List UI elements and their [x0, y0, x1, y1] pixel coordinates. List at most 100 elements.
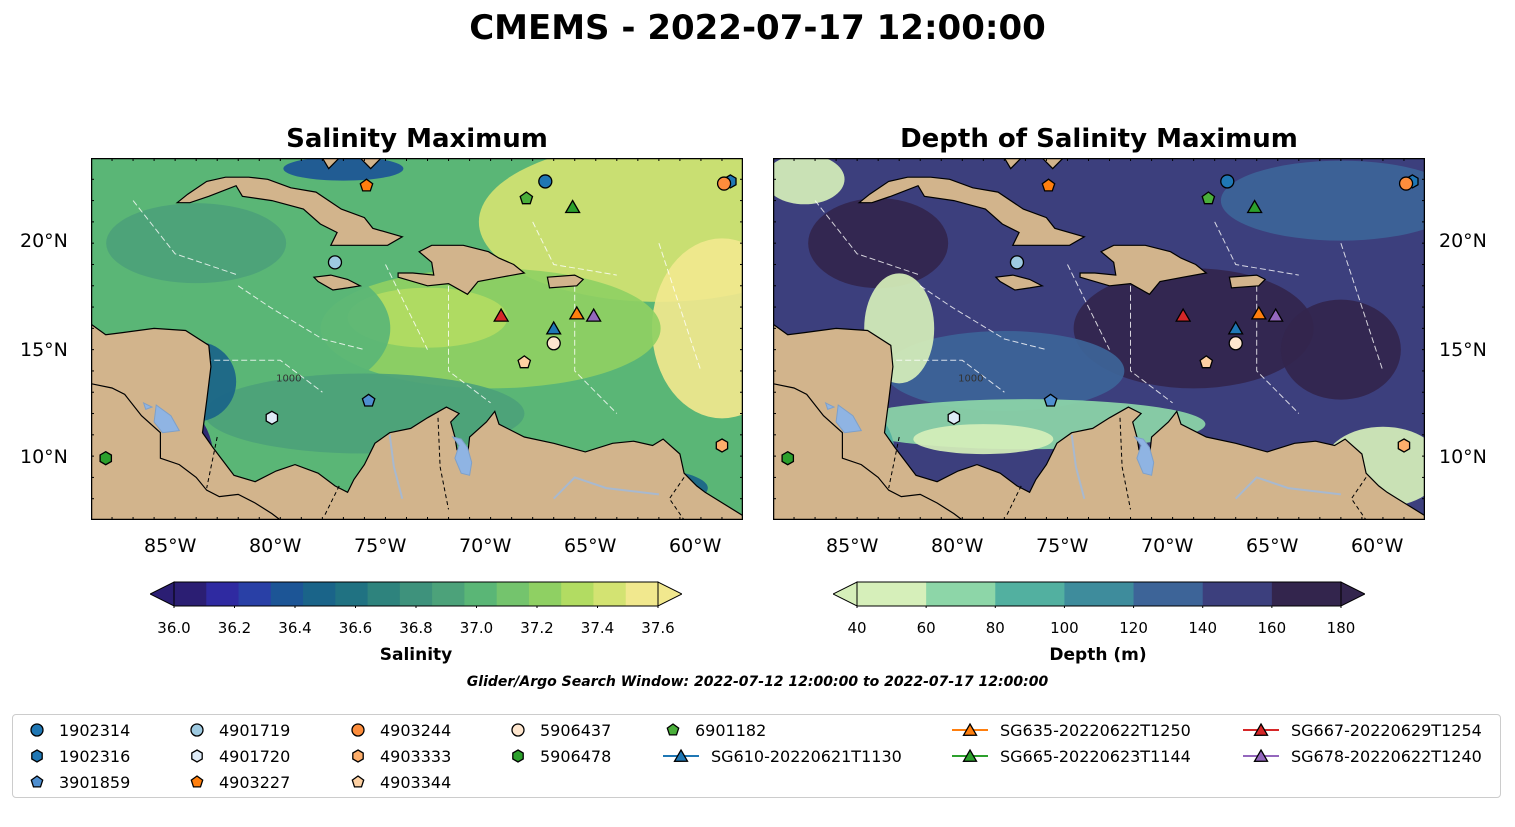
marker-4901719: [1009, 255, 1025, 270]
colorbar-bin: [206, 582, 240, 606]
colorbar-tick-label: 37.4: [580, 619, 615, 637]
legend-label: SG635-20220622T1250: [1000, 720, 1191, 740]
colorbar-tick-label: 37.0: [459, 619, 494, 637]
colorbar-bin: [1064, 582, 1135, 606]
colorbar-bin: [270, 582, 304, 606]
marker-5906437: [511, 723, 525, 737]
colorbar-tick-label: 140: [1188, 619, 1218, 637]
marker-3901859: [361, 393, 376, 407]
legend-item: 3901859: [25, 771, 130, 793]
figure-title: CMEMS - 2022-07-17 12:00:00: [469, 8, 1046, 48]
triangle-line-icon: [1243, 748, 1279, 762]
hexagon-icon: [191, 749, 203, 763]
lon-tick-label: 80°W: [931, 535, 984, 557]
marker-4901719: [327, 255, 343, 270]
legend-label: 5906437: [540, 720, 612, 740]
marker-4903344: [1199, 355, 1214, 369]
marker-6901182: [519, 191, 534, 205]
marker-1902314: [30, 723, 44, 737]
marker-4903227: [190, 775, 204, 788]
legend-item: SG635-20220622T1250: [950, 719, 1191, 741]
colorbar-bin: [238, 582, 272, 606]
marker-SG635-20220622T1250: [568, 305, 585, 320]
legend-item: 5906478: [506, 745, 611, 767]
land-bahamas: [321, 158, 383, 170]
marker-4903244: [716, 176, 732, 191]
marker-1902316: [31, 749, 43, 763]
legend-label: 4903244: [380, 720, 452, 740]
hexagon-icon: [352, 749, 364, 763]
salinity-max-map: 1000: [91, 158, 743, 520]
marker-4903227: [359, 178, 374, 192]
marker-4903344: [351, 775, 365, 788]
marker-4903333: [352, 749, 364, 763]
circle-icon: [351, 723, 365, 737]
marker-SG667-20220629T1254: [493, 307, 510, 322]
legend-item: SG610-20220621T1130: [661, 745, 902, 767]
colorbar-tick-label: 40: [847, 619, 867, 637]
colorbar-tick-label: 36.6: [338, 619, 373, 637]
marker-SG665-20220623T1144: [962, 748, 978, 762]
triangle-line-icon: [952, 722, 988, 736]
legend-item: 5906437: [506, 719, 611, 741]
marker-4901720: [947, 410, 961, 426]
lake-managua: [142, 401, 154, 410]
triangle-line-icon: [1243, 722, 1279, 736]
lake-nicaragua: [153, 404, 181, 434]
salinity-colorbar-label: Salinity: [379, 645, 453, 665]
colorbar-tick-label: 60: [916, 619, 936, 637]
lon-tick-label: 85°W: [826, 535, 879, 557]
marker-3901859: [30, 775, 44, 788]
legend-label: 1902316: [59, 746, 131, 766]
lon-tick-label: 65°W: [564, 535, 617, 557]
legend-item: SG667-20220629T1254: [1241, 719, 1482, 741]
legend-label: SG678-20220622T1240: [1291, 746, 1482, 766]
marker-SG678-20220622T1240: [1267, 307, 1284, 322]
colorbar-tick-label: 36.2: [217, 619, 252, 637]
marker-4901719: [190, 723, 204, 737]
marker-4903227: [1041, 178, 1056, 192]
legend-item: 4903244: [346, 719, 451, 741]
marker-4901720: [265, 410, 279, 426]
colorbar-bin: [432, 582, 465, 606]
colorbar-tick-label: 80: [985, 619, 1005, 637]
legend-item: 1902316: [25, 745, 130, 767]
marker-4901720: [191, 749, 203, 763]
land-jamaica: [312, 274, 363, 291]
legend: 1902314 1902316 3901859 4901719 4901720 49032…: [12, 714, 1501, 798]
pentagon-icon: [666, 723, 680, 736]
lon-tick-label: 70°W: [459, 535, 512, 557]
legend-item: 4901719: [185, 719, 290, 741]
colorbar-tick-label: 37.2: [520, 619, 554, 637]
colorbar-bin: [174, 582, 207, 606]
legend-item: 6901182: [661, 719, 766, 741]
legend-item: 4903227: [185, 771, 290, 793]
marker-6901182: [666, 723, 680, 736]
marker-4903244: [1398, 176, 1414, 191]
pentagon-icon: [190, 775, 204, 788]
lon-tick-label: 60°W: [1351, 535, 1404, 557]
colorbar-tick-label: 120: [1119, 619, 1148, 637]
colorbar-bin: [1271, 582, 1342, 606]
lat-tick-label: 10°N: [20, 446, 68, 468]
marker-SG665-20220623T1144: [1246, 199, 1263, 214]
depth-of-salinity-max-map: 1000: [773, 158, 1425, 520]
legend-label: 5906478: [540, 746, 612, 766]
marker-SG665-20220623T1144: [564, 199, 581, 214]
colorbar-bin: [464, 582, 498, 606]
legend-item: 1902314: [25, 719, 130, 741]
depth-colorbar-label: Depth (m): [1049, 645, 1147, 665]
marker-SG610-20220621T1130: [1227, 320, 1244, 335]
colorbar-tick-label: 100: [1050, 619, 1079, 637]
land-hispaniola: [397, 244, 526, 296]
legend-item: 4903344: [346, 771, 451, 793]
legend-label: 4903333: [380, 746, 452, 766]
marker-1902314: [538, 174, 553, 189]
lake-maracaibo: [451, 436, 473, 476]
colorbar-bin: [335, 582, 369, 606]
marker-4903333: [1397, 438, 1411, 453]
lon-tick-label: 75°W: [354, 535, 407, 557]
contour-label: 1000: [276, 374, 301, 385]
lat-tick-label: 20°N: [1439, 230, 1487, 252]
lat-tick-label: 15°N: [20, 339, 68, 361]
